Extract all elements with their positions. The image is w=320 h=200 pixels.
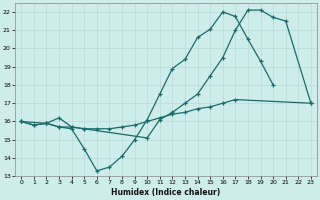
X-axis label: Humidex (Indice chaleur): Humidex (Indice chaleur) xyxy=(111,188,221,197)
